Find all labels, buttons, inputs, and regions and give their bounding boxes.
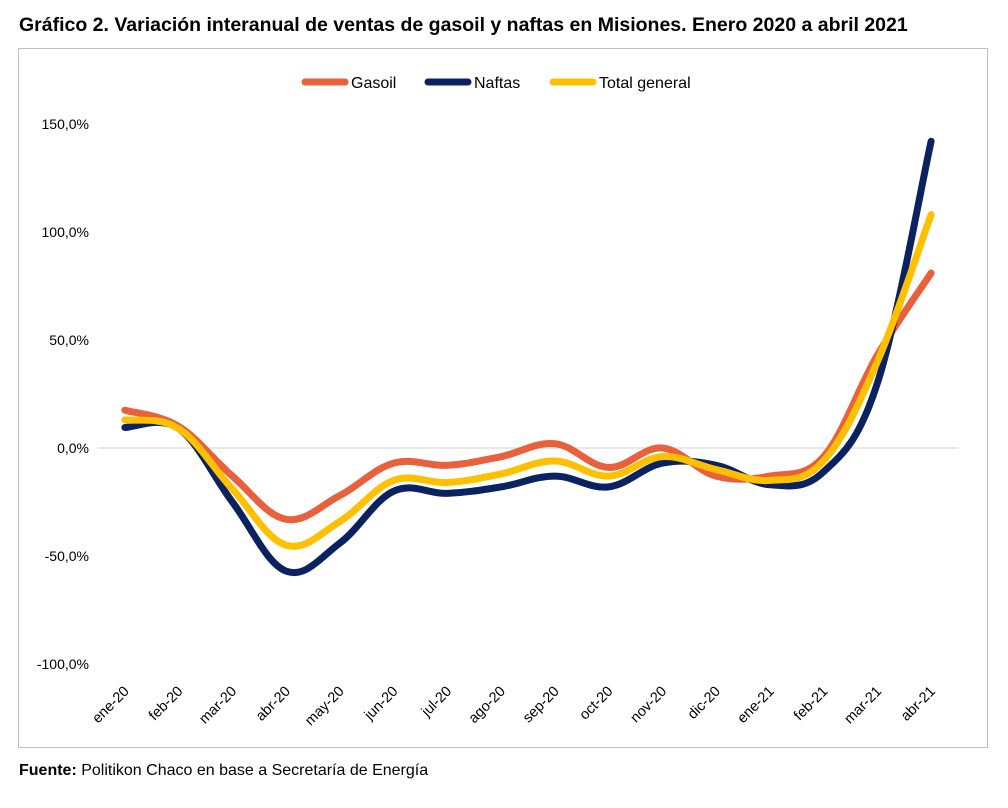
x-tick-label: mar-20 — [196, 684, 240, 728]
y-tick-label: 0,0% — [57, 440, 89, 456]
x-tick-label: abr-21 — [898, 684, 939, 725]
x-tick-label: nov-20 — [628, 684, 671, 727]
y-tick-label: 100,0% — [42, 224, 89, 240]
source-note: Fuente: Politikon Chaco en base a Secret… — [19, 762, 428, 780]
x-tick-label: abr-20 — [253, 684, 294, 725]
x-tick-label: ene-20 — [89, 684, 132, 727]
series-line-total-general — [121, 211, 935, 550]
x-tick-label: jun-20 — [361, 684, 402, 725]
legend-label-total-general: Total general — [599, 75, 691, 92]
y-tick-label: -50,0% — [45, 548, 89, 564]
x-tick-label: dic-20 — [685, 684, 724, 723]
legend-label-naftas: Naftas — [474, 75, 520, 92]
source-text: Politikon Chaco en base a Secretaría de … — [76, 762, 429, 779]
x-tick-label: oct-20 — [577, 684, 617, 724]
legend-label-gasoil: Gasoil — [351, 75, 396, 92]
x-tick-label: ago-20 — [466, 684, 509, 727]
source-label: Fuente: — [19, 762, 77, 779]
chart-title: Gráfico 2. Variación interanual de venta… — [19, 14, 908, 36]
chart-frame — [18, 48, 988, 748]
x-tick-label: sep-20 — [520, 684, 563, 727]
x-tick-label: ene-21 — [734, 684, 777, 727]
x-tick-label: may-20 — [302, 684, 348, 730]
x-tick-label: feb-20 — [146, 684, 186, 724]
y-tick-label: 150,0% — [42, 116, 89, 132]
x-tick-label: feb-21 — [791, 684, 831, 724]
x-tick-label: jul-20 — [418, 684, 455, 721]
series-line-naftas — [121, 137, 935, 577]
y-tick-label: 50,0% — [49, 332, 89, 348]
y-tick-label: -100,0% — [37, 656, 89, 672]
x-tick-label: mar-21 — [841, 684, 885, 728]
